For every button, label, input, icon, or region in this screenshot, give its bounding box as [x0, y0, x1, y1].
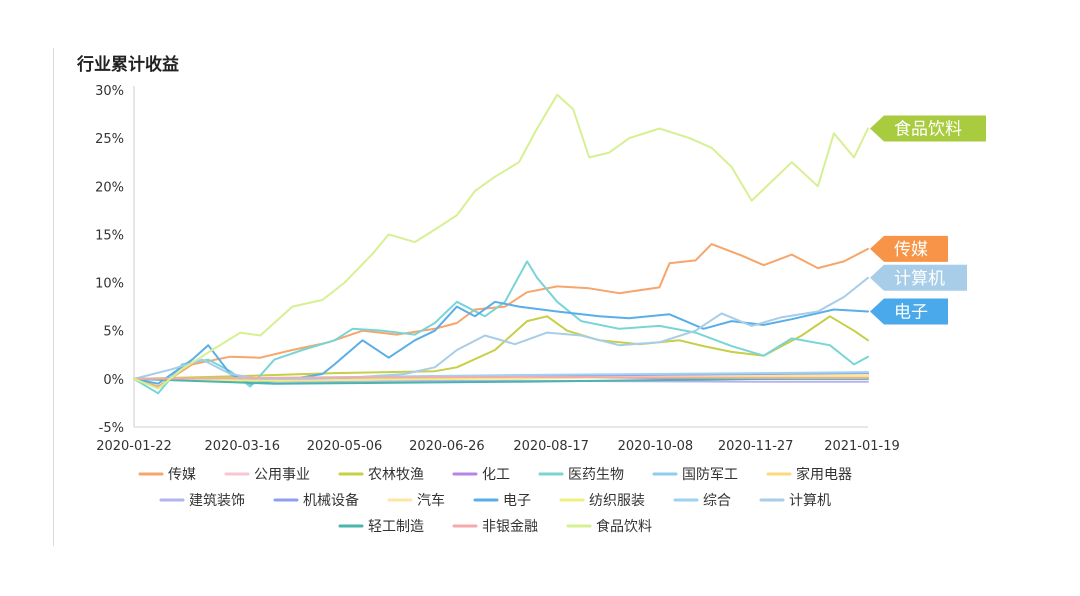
end-tag-label: 计算机: [894, 269, 945, 289]
series-line-electronics: [133, 300, 869, 385]
series-line-media: [133, 243, 869, 388]
y-tick-label: 20%: [95, 180, 124, 195]
legend-label-light-industry[interactable]: 轻工制造: [368, 519, 424, 535]
end-tag-computer: [870, 264, 967, 291]
legend-label-food-beverage[interactable]: 食品饮料: [596, 518, 652, 535]
series-line-agriculture: [133, 315, 869, 380]
legend-label-pharma[interactable]: 医药生物: [568, 467, 624, 483]
series-line-computer: [133, 276, 869, 380]
y-tick-label: 15%: [95, 228, 124, 243]
x-tick-label: 2020-06-26: [409, 439, 485, 454]
legend-label-auto[interactable]: 汽车: [417, 492, 445, 509]
y-tick-label: 10%: [95, 277, 124, 292]
end-tag-label: 传媒: [894, 240, 928, 260]
legend-label-machinery[interactable]: 机械设备: [303, 492, 359, 509]
x-tick-label: 2020-05-06: [307, 439, 383, 454]
legend-label-computer[interactable]: 计算机: [789, 493, 831, 509]
legend-label-conglomerate[interactable]: 综合: [703, 493, 731, 509]
legend-label-construction[interactable]: 建筑装饰: [189, 493, 245, 509]
y-tick-label: 30%: [95, 84, 124, 99]
series-line-non-bank-finance: [133, 375, 869, 380]
y-tick-label: 25%: [95, 132, 124, 147]
end-tag-label: 电子: [894, 302, 928, 322]
legend-label-non-bank-finance[interactable]: 非银金融: [482, 519, 538, 535]
end-tag-electronics: [870, 298, 948, 325]
left-frame-rule: [53, 48, 54, 546]
legend-label-agriculture[interactable]: 农林牧渔: [368, 467, 424, 483]
x-tick-label: 2020-08-17: [513, 439, 589, 454]
x-tick-label: 2020-11-27: [718, 439, 794, 454]
y-tick-label: -5%: [99, 421, 124, 436]
legend-label-appliances[interactable]: 家用电器: [796, 466, 852, 483]
x-tick-label: 2021-01-19: [824, 439, 900, 454]
legend-label-defense[interactable]: 国防军工: [682, 467, 738, 483]
x-tick-label: 2020-10-08: [618, 439, 694, 454]
legend-label-textiles[interactable]: 纺织服装: [589, 493, 645, 509]
end-tag-media: [870, 235, 948, 262]
y-tick-label: 0%: [103, 373, 124, 388]
legend-label-utilities[interactable]: 公用事业: [254, 467, 310, 483]
end-tag-label: 食品饮料: [894, 120, 962, 140]
legend-label-media[interactable]: 传媒: [168, 467, 196, 483]
legend-label-electronics[interactable]: 电子: [503, 493, 531, 509]
series-line-food-beverage: [133, 93, 869, 390]
x-axis: 2020-01-22 2020-03-16 2020-05-06 2020-06-26…: [96, 426, 900, 454]
legend-label-chemicals[interactable]: 化工: [482, 467, 510, 483]
y-axis: -5% 0% 5% 10% 15% 20% 25% 30%: [95, 84, 135, 436]
series-lines: [133, 93, 869, 395]
x-tick-label: 2020-03-16: [205, 439, 281, 454]
end-tag-food-beverage: [870, 115, 986, 142]
x-tick-label: 2020-01-22: [96, 439, 172, 454]
chart-title: 行业累计收益: [77, 55, 179, 75]
y-tick-label: 5%: [103, 325, 124, 340]
